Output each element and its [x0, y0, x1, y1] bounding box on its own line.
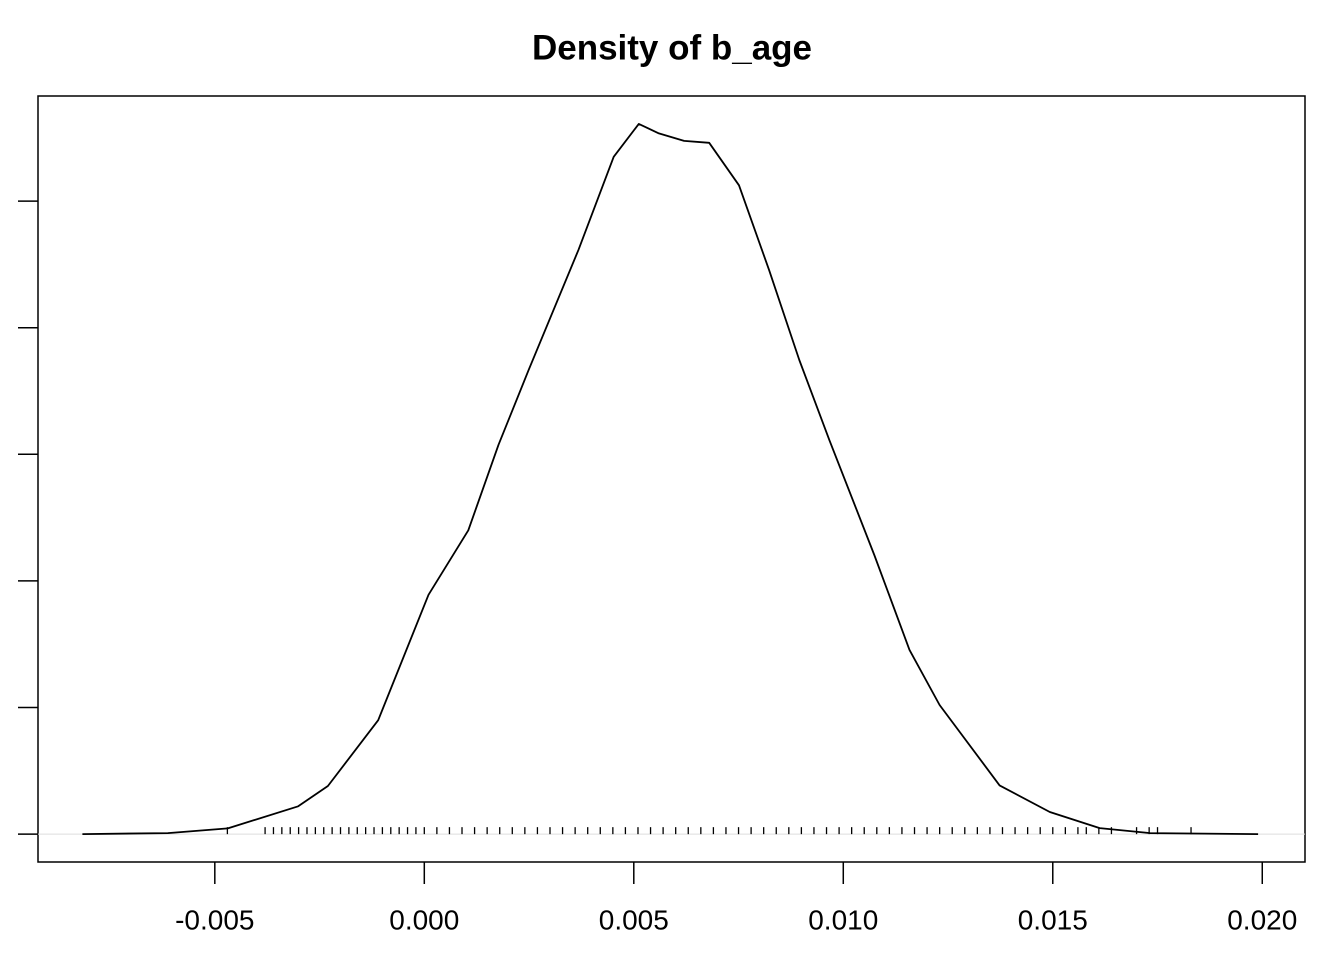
x-tick-label: -0.005	[175, 904, 254, 935]
density-curve	[82, 123, 1259, 835]
x-tick-label: 0.000	[389, 904, 459, 935]
x-tick-label: 0.015	[1018, 904, 1088, 935]
plot-frame	[37, 95, 1306, 863]
x-tick-label: 0.020	[1227, 904, 1297, 935]
x-tick-label: 0.010	[808, 904, 878, 935]
x-tick-label: 0.005	[599, 904, 669, 935]
chart-title: Density of b_age	[532, 28, 812, 67]
